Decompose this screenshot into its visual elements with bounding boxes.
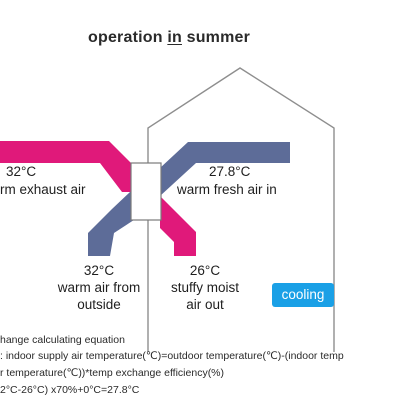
equation-line-3: r temperature(℃))*temp exchange efficien… bbox=[0, 367, 225, 379]
moist-temp-label: 26°C bbox=[189, 263, 221, 278]
moist-air-line2: air out bbox=[186, 297, 224, 312]
title-part-1: operation bbox=[88, 29, 168, 46]
moist-air-line1: stuffy moist bbox=[170, 280, 240, 295]
exhaust-air-label: rm exhaust air bbox=[0, 182, 86, 197]
equation-line-2: : indoor supply air temperature(℃)=outdo… bbox=[0, 350, 344, 362]
title-part-3: summer bbox=[181, 29, 251, 46]
outside-air-duct bbox=[88, 192, 140, 256]
exhaust-temp-label: 32°C bbox=[6, 164, 37, 179]
fresh-temp-label: 27.8°C bbox=[209, 164, 251, 179]
cooling-badge: cooling bbox=[272, 283, 334, 307]
outside-air-line1: warm air from bbox=[57, 280, 141, 295]
equation-line-4: 2°C-26°C) x70%+0°C=27.8°C bbox=[0, 384, 140, 396]
outside-air-block: 32°C warm air from outside bbox=[44, 262, 154, 313]
outside-temp-label: 32°C bbox=[83, 263, 115, 278]
moist-air-block: 26°C stuffy moist air out bbox=[152, 262, 258, 313]
fresh-air-label: warm fresh air in bbox=[177, 182, 277, 197]
outside-air-line2: outside bbox=[77, 297, 121, 312]
heat-exchanger bbox=[130, 162, 162, 221]
title-part-2: in bbox=[167, 29, 182, 46]
exhaust-air-duct bbox=[0, 141, 140, 192]
fresh-air-duct bbox=[160, 142, 290, 196]
page-title: operation in summer bbox=[88, 29, 250, 47]
stuffy-air-duct bbox=[160, 196, 196, 256]
equation-line-1: hange calculating equation bbox=[0, 334, 125, 346]
